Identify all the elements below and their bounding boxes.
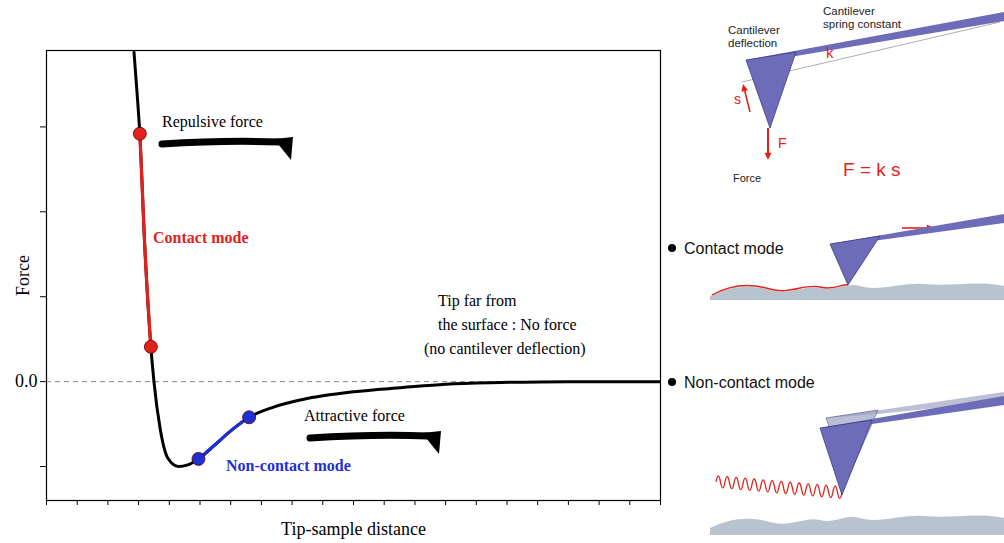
- svg-text:deflection: deflection: [728, 37, 777, 49]
- svg-text:F: F: [778, 135, 787, 151]
- svg-text:(no cantilever deflection): (no cantilever deflection): [424, 340, 586, 358]
- svg-text:Tip-sample distance: Tip-sample distance: [281, 519, 426, 539]
- svg-text:Cantilever: Cantilever: [728, 24, 780, 36]
- svg-text:0.0: 0.0: [15, 371, 38, 391]
- svg-text:Attractive force: Attractive force: [304, 407, 405, 424]
- svg-text:Non-contact mode: Non-contact mode: [684, 374, 815, 391]
- svg-text:Non-contact mode: Non-contact mode: [226, 457, 351, 474]
- svg-text:Repulsive force: Repulsive force: [162, 113, 263, 131]
- svg-text:spring constant: spring constant: [823, 18, 902, 30]
- svg-text:Contact mode: Contact mode: [684, 240, 784, 257]
- svg-text:F = k s: F = k s: [843, 159, 901, 180]
- svg-text:Tip far from: Tip far from: [438, 292, 517, 310]
- svg-text:Force: Force: [733, 172, 761, 184]
- svg-text:the surface : No force: the surface : No force: [438, 316, 577, 333]
- svg-text:s: s: [734, 91, 741, 107]
- svg-text:Force: Force: [13, 255, 33, 296]
- svg-text:Contact mode: Contact mode: [153, 229, 249, 246]
- svg-text:k: k: [826, 44, 834, 61]
- svg-text:Cantilever: Cantilever: [823, 5, 875, 17]
